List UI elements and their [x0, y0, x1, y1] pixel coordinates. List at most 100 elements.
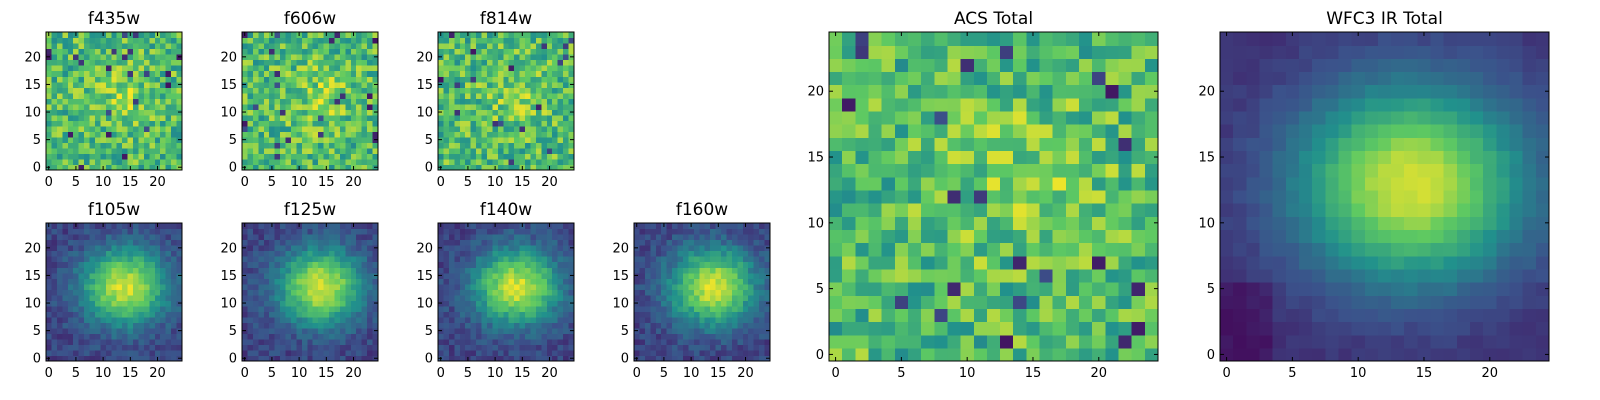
pixel-cell [290, 245, 297, 252]
pixel-cell [361, 250, 368, 257]
pixel-cell [497, 158, 504, 166]
pixel-cell [568, 256, 575, 263]
pixel-cell [89, 272, 96, 279]
pixel-cell [149, 355, 156, 362]
pixel-cell [661, 305, 668, 312]
pixel-cell [525, 109, 532, 116]
pixel-cell [149, 92, 156, 99]
pixel-cell [78, 223, 85, 230]
pixel-cell [56, 103, 63, 110]
pixel-cell [1144, 321, 1159, 336]
pixel-cell [307, 158, 314, 166]
pixel-cell [530, 228, 537, 235]
pixel-cell [535, 355, 542, 362]
pixel-cell [503, 355, 510, 362]
pixel-cell [557, 92, 564, 99]
pixel-cell [312, 136, 319, 143]
pixel-cell [122, 37, 129, 44]
pixel-cell [481, 250, 488, 257]
pixel-cell [710, 245, 717, 252]
pixel-cell [443, 54, 450, 61]
pixel-cell [323, 70, 330, 77]
pixel-cell [934, 295, 949, 309]
pixel-cell [285, 48, 292, 55]
pixel-cell [459, 261, 466, 268]
pixel-cell [247, 349, 254, 357]
pixel-cell [731, 223, 738, 230]
pixel-cell [721, 245, 728, 252]
pixel-cell [51, 147, 58, 155]
pixel-cell [710, 261, 717, 268]
panel-title-f125w: f125w [284, 200, 336, 220]
pixel-cell [497, 164, 504, 171]
pixel-cell [171, 272, 178, 279]
pixel-cell [133, 294, 140, 301]
pixel-cell [672, 305, 679, 312]
pixel-cell [356, 300, 363, 307]
pixel-cell [133, 103, 140, 110]
pixel-cell [296, 234, 303, 241]
pixel-cell [361, 54, 368, 61]
pixel-cell [753, 239, 760, 246]
pixel-cell [438, 153, 445, 160]
pixel-cell [263, 294, 270, 301]
pixel-cell [704, 355, 711, 362]
pixel-cell [280, 92, 287, 99]
pixel-cell [154, 250, 161, 257]
pixel-cell [312, 59, 319, 66]
pixel-cell [986, 255, 1001, 270]
pixel-cell [105, 239, 112, 246]
pixel-cell [78, 300, 85, 307]
pixel-cell [94, 87, 101, 94]
pixel-cell [301, 338, 308, 346]
pixel-cell [530, 142, 537, 149]
pixel-cell [519, 228, 526, 235]
pixel-cell [552, 87, 559, 94]
pixel-cell [334, 239, 341, 246]
pixel-cell [546, 153, 553, 160]
pixel-cell [492, 256, 499, 263]
pixel-cell [334, 131, 341, 138]
pixel-cell [514, 322, 521, 329]
pixel-cell [759, 267, 766, 274]
pixel-cell [438, 59, 445, 66]
pixel-cell [693, 333, 700, 340]
pixel-cell [312, 103, 319, 110]
pixel-cell [438, 98, 445, 105]
pixel-cell [726, 250, 733, 257]
pixel-cell [73, 92, 80, 99]
pixel-cell [94, 300, 101, 307]
pixel-cell [459, 294, 466, 301]
pixel-cell [759, 228, 766, 235]
pixel-cell [454, 250, 461, 257]
pixel-cell [247, 267, 254, 274]
pixel-cell [759, 300, 766, 307]
pixel-cell [105, 311, 112, 318]
pixel-cell [546, 349, 553, 357]
pixel-cell [672, 250, 679, 257]
pixel-cell [947, 255, 962, 270]
x-tick-label: 15 [318, 175, 335, 190]
pixel-cell [921, 308, 935, 323]
pixel-cell [921, 189, 935, 204]
pixel-cell [563, 92, 570, 99]
pixel-cell [1013, 203, 1027, 217]
pixel-cell [127, 283, 134, 290]
pixel-cell [138, 272, 145, 279]
pixel-cell [51, 338, 58, 346]
pixel-cell [764, 305, 771, 312]
pixel-cell [881, 334, 896, 349]
pixel-cell [116, 120, 123, 127]
pixel-cell [525, 142, 532, 149]
pixel-cell [753, 311, 760, 318]
y-tick-label: 5 [33, 133, 41, 148]
pixel-cell [552, 305, 559, 312]
pixel-cell [258, 223, 265, 230]
pixel-cell [1026, 189, 1041, 204]
pixel-cell [759, 327, 766, 334]
pixel-cell [111, 114, 118, 121]
pixel-cell [133, 283, 140, 290]
pixel-cell [476, 322, 483, 329]
pixel-cell [855, 189, 870, 204]
pixel-cell [699, 327, 706, 334]
